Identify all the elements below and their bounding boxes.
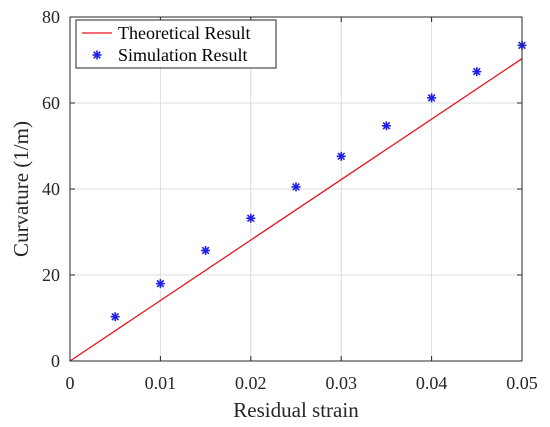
legend-marker-sample bbox=[92, 50, 102, 60]
simulation-result-point bbox=[427, 93, 437, 103]
y-tick-label: 20 bbox=[42, 265, 60, 285]
simulation-result-point bbox=[246, 213, 256, 223]
legend-box bbox=[75, 19, 277, 69]
x-tick-label: 0.01 bbox=[145, 373, 177, 393]
simulation-result-point bbox=[201, 245, 211, 255]
y-tick-label: 80 bbox=[42, 7, 60, 27]
theoretical-result-line bbox=[69, 58, 523, 362]
simulation-result-point bbox=[472, 67, 482, 77]
simulation-result-point bbox=[110, 312, 120, 322]
y-axis-label: Curvature (1/m) bbox=[9, 121, 33, 257]
legend: Theoretical Result Simulation Result bbox=[75, 19, 277, 69]
x-axis-label: Residual strain bbox=[233, 398, 359, 422]
legend-asterisk-icon bbox=[92, 50, 102, 60]
simulation-result-point bbox=[155, 279, 165, 289]
x-tick-label: 0.05 bbox=[506, 373, 538, 393]
axis-ticks: 0 0.01 0.02 0.03 0.04 0.05 0 20 40 60 80 bbox=[42, 7, 538, 393]
legend-label-theoretical: Theoretical Result bbox=[118, 23, 250, 43]
x-tick-label: 0.03 bbox=[325, 373, 357, 393]
y-tick-label: 0 bbox=[51, 351, 60, 371]
simulation-result-point bbox=[291, 182, 301, 192]
y-tick-label: 40 bbox=[42, 179, 60, 199]
simulation-result-point bbox=[381, 121, 391, 131]
y-tick-label: 60 bbox=[42, 93, 60, 113]
legend-label-simulation: Simulation Result bbox=[118, 45, 248, 65]
x-tick-label: 0 bbox=[66, 373, 75, 393]
simulation-result-point bbox=[336, 151, 346, 161]
x-tick-label: 0.04 bbox=[416, 373, 448, 393]
plot-series bbox=[69, 40, 527, 362]
x-tick-label: 0.02 bbox=[235, 373, 267, 393]
